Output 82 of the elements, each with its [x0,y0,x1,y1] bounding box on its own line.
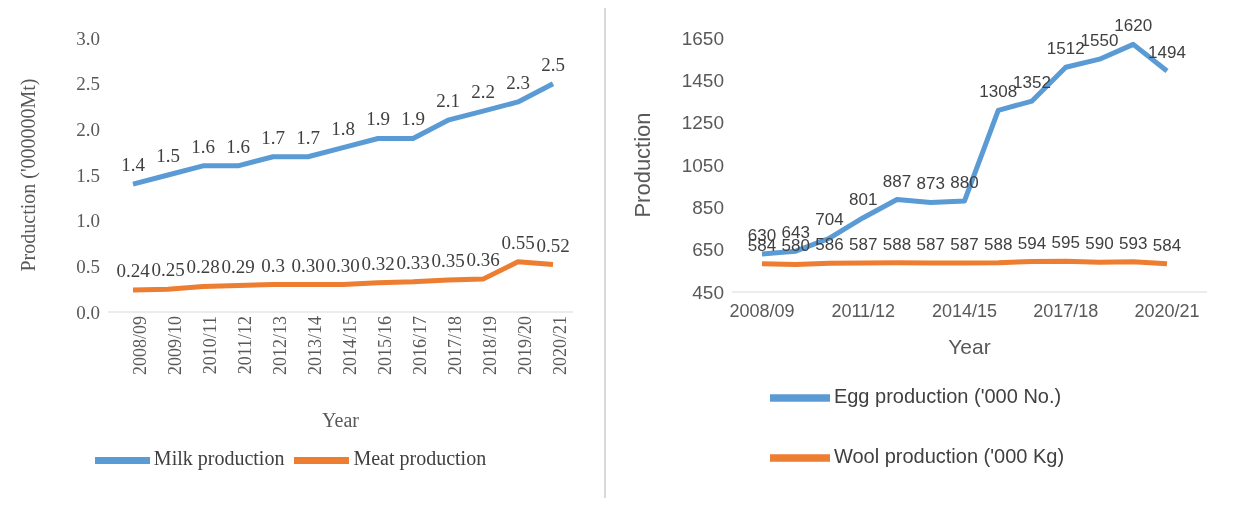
y-axis-title: Production [629,112,655,218]
data-label: 593 [1119,233,1148,253]
x-tick-label: 2008/09 [129,316,150,376]
x-tick-label: 2010/11 [199,316,220,375]
data-label: 0.30 [326,254,360,276]
data-label: 595 [1051,233,1080,253]
data-label: 588 [882,234,912,254]
data-label: 1.8 [331,117,355,139]
x-tick-label: 2008/09 [729,300,795,321]
data-label: 590 [1085,234,1114,254]
data-label: 1.9 [401,108,425,130]
data-label: 588 [984,234,1013,254]
data-label: 584 [1152,235,1182,255]
y-tick-label: 2.0 [76,119,100,141]
legend-label: Milk production [153,447,285,470]
data-label: 0.52 [536,234,570,256]
x-axis-title: Year [948,335,991,358]
y-tick-label: 3.0 [76,27,100,49]
x-tick-label: 2020/21 [549,316,570,376]
data-label: 887 [882,171,912,191]
data-label: 2.5 [541,53,565,75]
y-tick-label: 1.0 [76,210,100,232]
data-label: 0.36 [466,249,500,271]
x-tick-label: 2019/20 [514,316,535,376]
x-tick-label: 2014/15 [931,300,998,321]
y-tick-label: 1.5 [76,164,100,186]
data-label: 2.1 [436,90,460,112]
data-label: 1.7 [296,126,320,148]
x-tick-label: 2017/18 [444,316,465,376]
y-tick-label: 0.5 [76,256,100,278]
y-tick-label: 1050 [681,154,724,176]
data-label: 1.7 [261,126,285,148]
y-tick-label: 450 [692,281,724,303]
x-tick-label: 2013/14 [304,316,325,376]
x-axis-title: Year [322,409,360,431]
data-label: 0.30 [291,254,325,276]
data-label: 587 [849,235,878,254]
y-axis-title: Production ('000000Mt) [17,78,41,272]
data-label: 1.5 [156,145,180,166]
data-label: 2.2 [471,81,495,103]
data-label: 587 [950,235,979,254]
data-label: 1.6 [191,135,215,157]
data-label: 704 [815,210,844,230]
data-label: 587 [916,235,945,254]
y-tick-label: 1650 [681,27,724,49]
data-label: 586 [815,235,844,255]
y-tick-label: 1450 [681,70,724,92]
data-label: 0.24 [116,260,151,282]
data-label: 0.28 [186,256,220,278]
data-label: 801 [849,189,878,209]
x-tick-label: 2011/12 [234,316,255,375]
y-tick-label: 2.5 [76,73,100,95]
data-label: 0.32 [361,252,395,274]
x-tick-label: 2011/12 [831,300,896,321]
legend-label: Wool production ('000 Kg) [833,445,1065,468]
data-label: 594 [1017,233,1047,253]
data-label: 873 [916,174,945,194]
data-label: 0.33 [396,251,430,273]
x-tick-label: 2014/15 [339,316,360,376]
x-tick-label: 2015/16 [374,316,395,376]
x-tick-label: 2020/21 [1134,300,1200,321]
legend-label: Egg production ('000 No.) [833,385,1062,408]
data-label: 1494 [1148,43,1186,63]
legend-label: Meat production [353,447,487,470]
y-tick-label: 850 [692,197,724,219]
data-label: 0.3 [261,254,285,276]
y-tick-label: 0.0 [76,301,100,323]
y-tick-label: 650 [692,239,724,261]
y-tick-label: 1250 [681,112,724,134]
data-label: 2.3 [506,71,530,93]
x-tick-label: 2012/13 [269,316,290,376]
data-label: 0.55 [501,231,535,253]
data-label: 1.9 [366,108,390,130]
x-tick-label: 2018/19 [479,316,500,376]
data-label: 1.4 [121,154,146,176]
data-label: 1.6 [226,135,250,157]
x-tick-label: 2016/17 [409,316,430,376]
data-label: 0.29 [221,255,255,277]
x-tick-label: 2017/18 [1033,300,1099,321]
data-label: 0.35 [431,250,465,272]
x-tick-label: 2009/10 [164,316,185,376]
data-label: 0.25 [151,259,185,281]
